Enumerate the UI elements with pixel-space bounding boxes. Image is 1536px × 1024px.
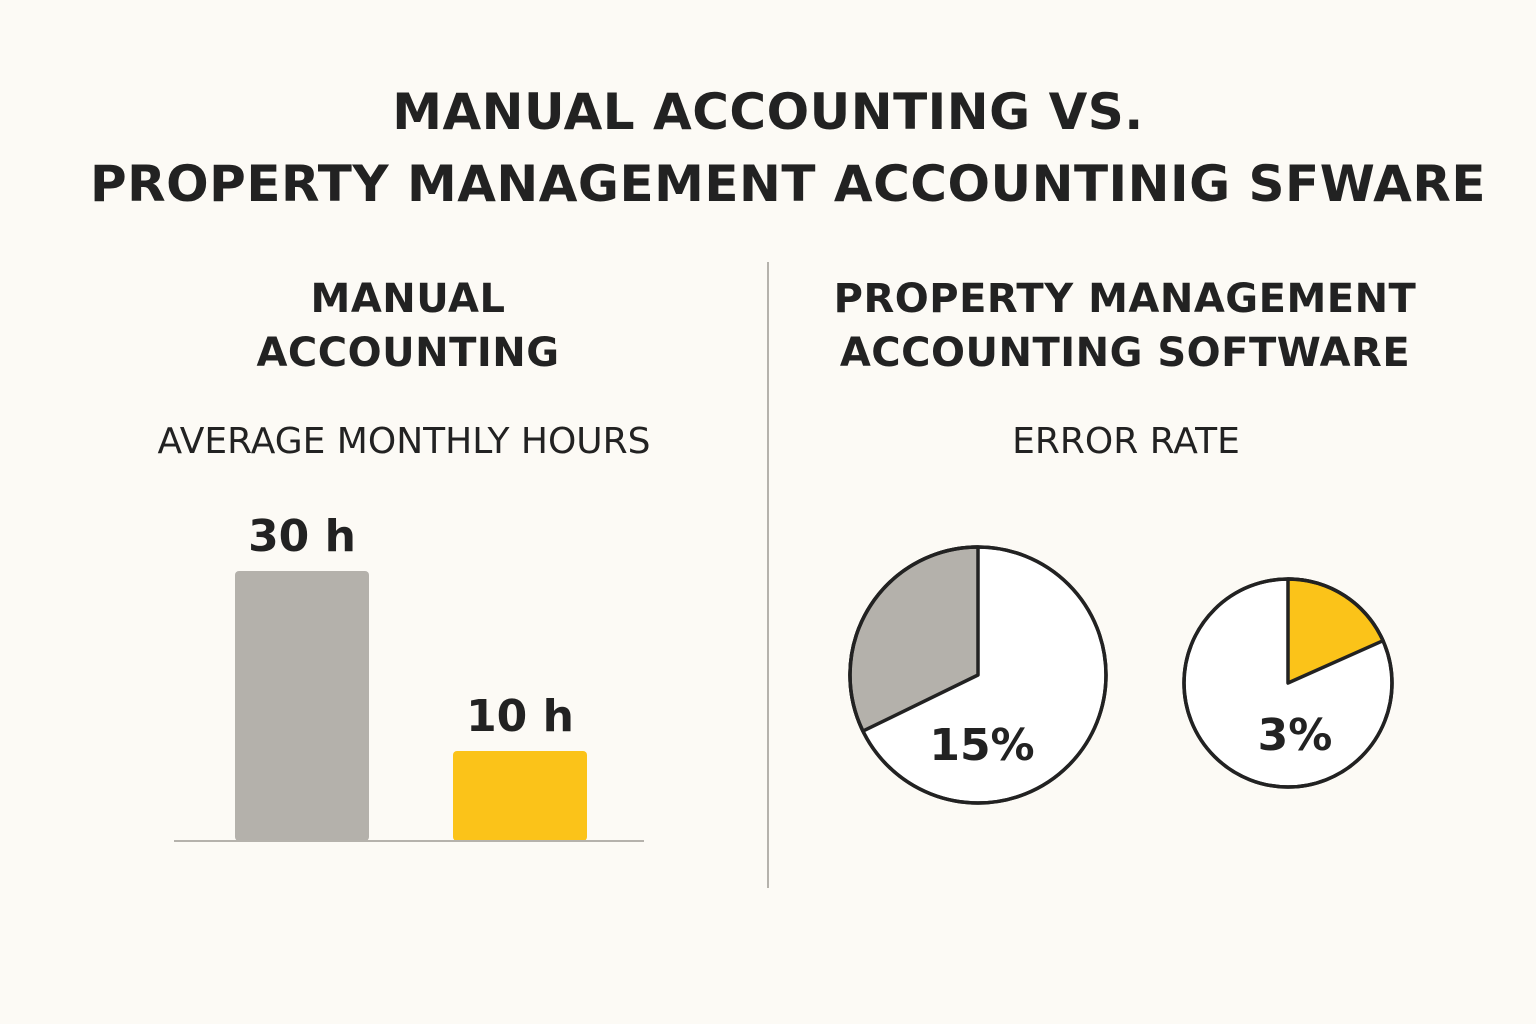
manual-heading-line-2: ACCOUNTING xyxy=(256,330,560,376)
software-heading-line-2: ACCOUNTING SOFTWARE xyxy=(839,330,1411,376)
bar-1 xyxy=(235,571,369,841)
software-heading-line-1: PROPERTY MANAGEMENT xyxy=(833,276,1417,322)
manual-heading-line-1: MANUAL xyxy=(310,276,506,322)
title-line-1: MANUAL ACCOUNTING VS. xyxy=(392,83,1144,141)
pie-chart-2: 3% xyxy=(1182,577,1394,789)
error-rate-label: ERROR RATE xyxy=(1012,421,1240,462)
manual-accounting-heading: MANUAL ACCOUNTING xyxy=(148,272,668,380)
pie-outline-2 xyxy=(1182,577,1394,789)
bar-value-label-2: 10 h xyxy=(466,691,574,742)
page-title: MANUAL ACCOUNTING VS. PROPERTY MANAGEMEN… xyxy=(0,76,1536,220)
pie-value-label-2: 3% xyxy=(1258,710,1333,761)
pie-value-label-1: 15% xyxy=(929,720,1034,771)
title-line-2: PROPERTY MANAGEMENT ACCOUNTINIG SFWARE xyxy=(90,155,1486,213)
average-monthly-hours-label: AVERAGE MONTHLY HOURS xyxy=(157,421,651,462)
software-heading: PROPERTY MANAGEMENT ACCOUNTING SOFTWARE xyxy=(820,272,1430,380)
pie-outline-1 xyxy=(848,545,1108,805)
panel-divider xyxy=(767,262,769,888)
pie-chart-1: 15% xyxy=(848,545,1108,805)
bar-2 xyxy=(453,751,587,841)
bar-value-label-1: 30 h xyxy=(248,511,356,562)
